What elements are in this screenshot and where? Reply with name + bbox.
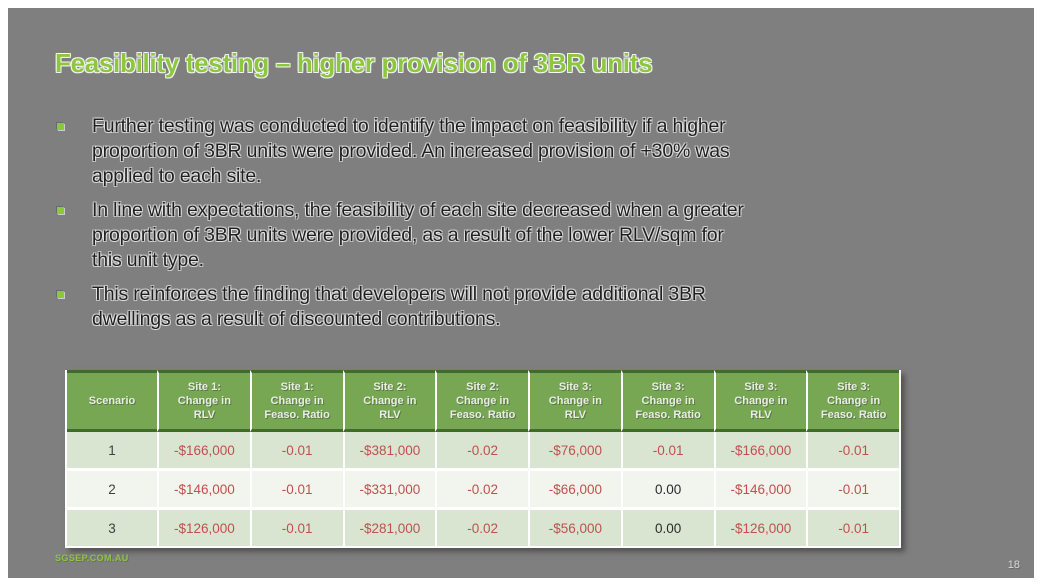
slide: Feasibility testing – higher provision o… (8, 8, 1034, 578)
table-cell-value: -$146,000 (713, 468, 807, 507)
table-cell-value: -$56,000 (528, 507, 621, 546)
table-cell-value: -$166,000 (713, 432, 807, 468)
table-cell-value: -$126,000 (713, 507, 807, 546)
table-cell-value: -$126,000 (157, 507, 250, 546)
table-cell-value: -0.01 (249, 468, 343, 507)
bullet-list: Further testing was conducted to identif… (57, 114, 982, 341)
bullet-item: In line with expectations, the feasibili… (57, 198, 982, 273)
table-cell-value: -$76,000 (528, 432, 621, 468)
bullet-square-icon (57, 291, 64, 298)
table-cell-value: -0.01 (620, 432, 714, 468)
bullet-item: This reinforces the finding that develop… (57, 282, 982, 332)
table-cell-value: 0.00 (620, 507, 714, 546)
table-cell-value: -0.01 (806, 432, 899, 468)
table-cell-value: -0.02 (435, 468, 528, 507)
bullet-text: This reinforces the finding that develop… (92, 283, 706, 330)
column-header: Site 3: Change in Feaso. Ratio (806, 370, 899, 432)
column-header: Site 3: Change in RLV (713, 370, 807, 432)
footer-website: SGSEP.COM.AU (55, 553, 129, 563)
table-cell-value: -$381,000 (342, 432, 436, 468)
table-header-row: Scenario Site 1: Change in RLV Site 1: C… (67, 370, 899, 432)
table-cell-value: -$166,000 (157, 432, 250, 468)
scenario-cell: 2 (67, 468, 157, 507)
table-cell-value: -0.01 (249, 507, 343, 546)
scenario-cell: 1 (67, 432, 157, 468)
table-cell-value: -$331,000 (342, 468, 436, 507)
table-cell-value: -$146,000 (157, 468, 250, 507)
bullet-text: Further testing was conducted to identif… (92, 115, 730, 187)
bullet-square-icon (57, 207, 64, 214)
column-header: Scenario (67, 370, 157, 432)
bullet-square-icon (57, 123, 64, 130)
bullet-text: In line with expectations, the feasibili… (92, 199, 744, 271)
slide-title: Feasibility testing – higher provision o… (55, 48, 653, 78)
table-cell-value: 0.00 (620, 468, 714, 507)
page-number: 18 (1007, 559, 1020, 571)
table-cell-value: -0.01 (249, 432, 343, 468)
column-header: Site 3: Change in Feaso. Ratio (620, 370, 714, 432)
column-header: Site 1: Change in Feaso. Ratio (249, 370, 343, 432)
table-row: 2 -$146,000 -0.01 -$331,000 -0.02 -$66,0… (67, 468, 899, 507)
table-cell-value: -0.01 (806, 468, 899, 507)
table-cell-value: -0.02 (435, 507, 528, 546)
table-row: 1 -$166,000 -0.01 -$381,000 -0.02 -$76,0… (67, 432, 899, 468)
table-row: 3 -$126,000 -0.01 -$281,000 -0.02 -$56,0… (67, 507, 899, 546)
column-header: Site 3: Change in RLV (528, 370, 621, 432)
table-cell-value: -0.01 (806, 507, 899, 546)
table-cell-value: -$66,000 (528, 468, 621, 507)
bullet-item: Further testing was conducted to identif… (57, 114, 982, 189)
feasibility-results-table: Scenario Site 1: Change in RLV Site 1: C… (65, 370, 901, 548)
scenario-cell: 3 (67, 507, 157, 546)
table-cell-value: -0.02 (435, 432, 528, 468)
column-header: Site 2: Change in Feaso. Ratio (435, 370, 528, 432)
table-cell-value: -$281,000 (342, 507, 436, 546)
column-header: Site 1: Change in RLV (157, 370, 250, 432)
column-header: Site 2: Change in RLV (342, 370, 436, 432)
